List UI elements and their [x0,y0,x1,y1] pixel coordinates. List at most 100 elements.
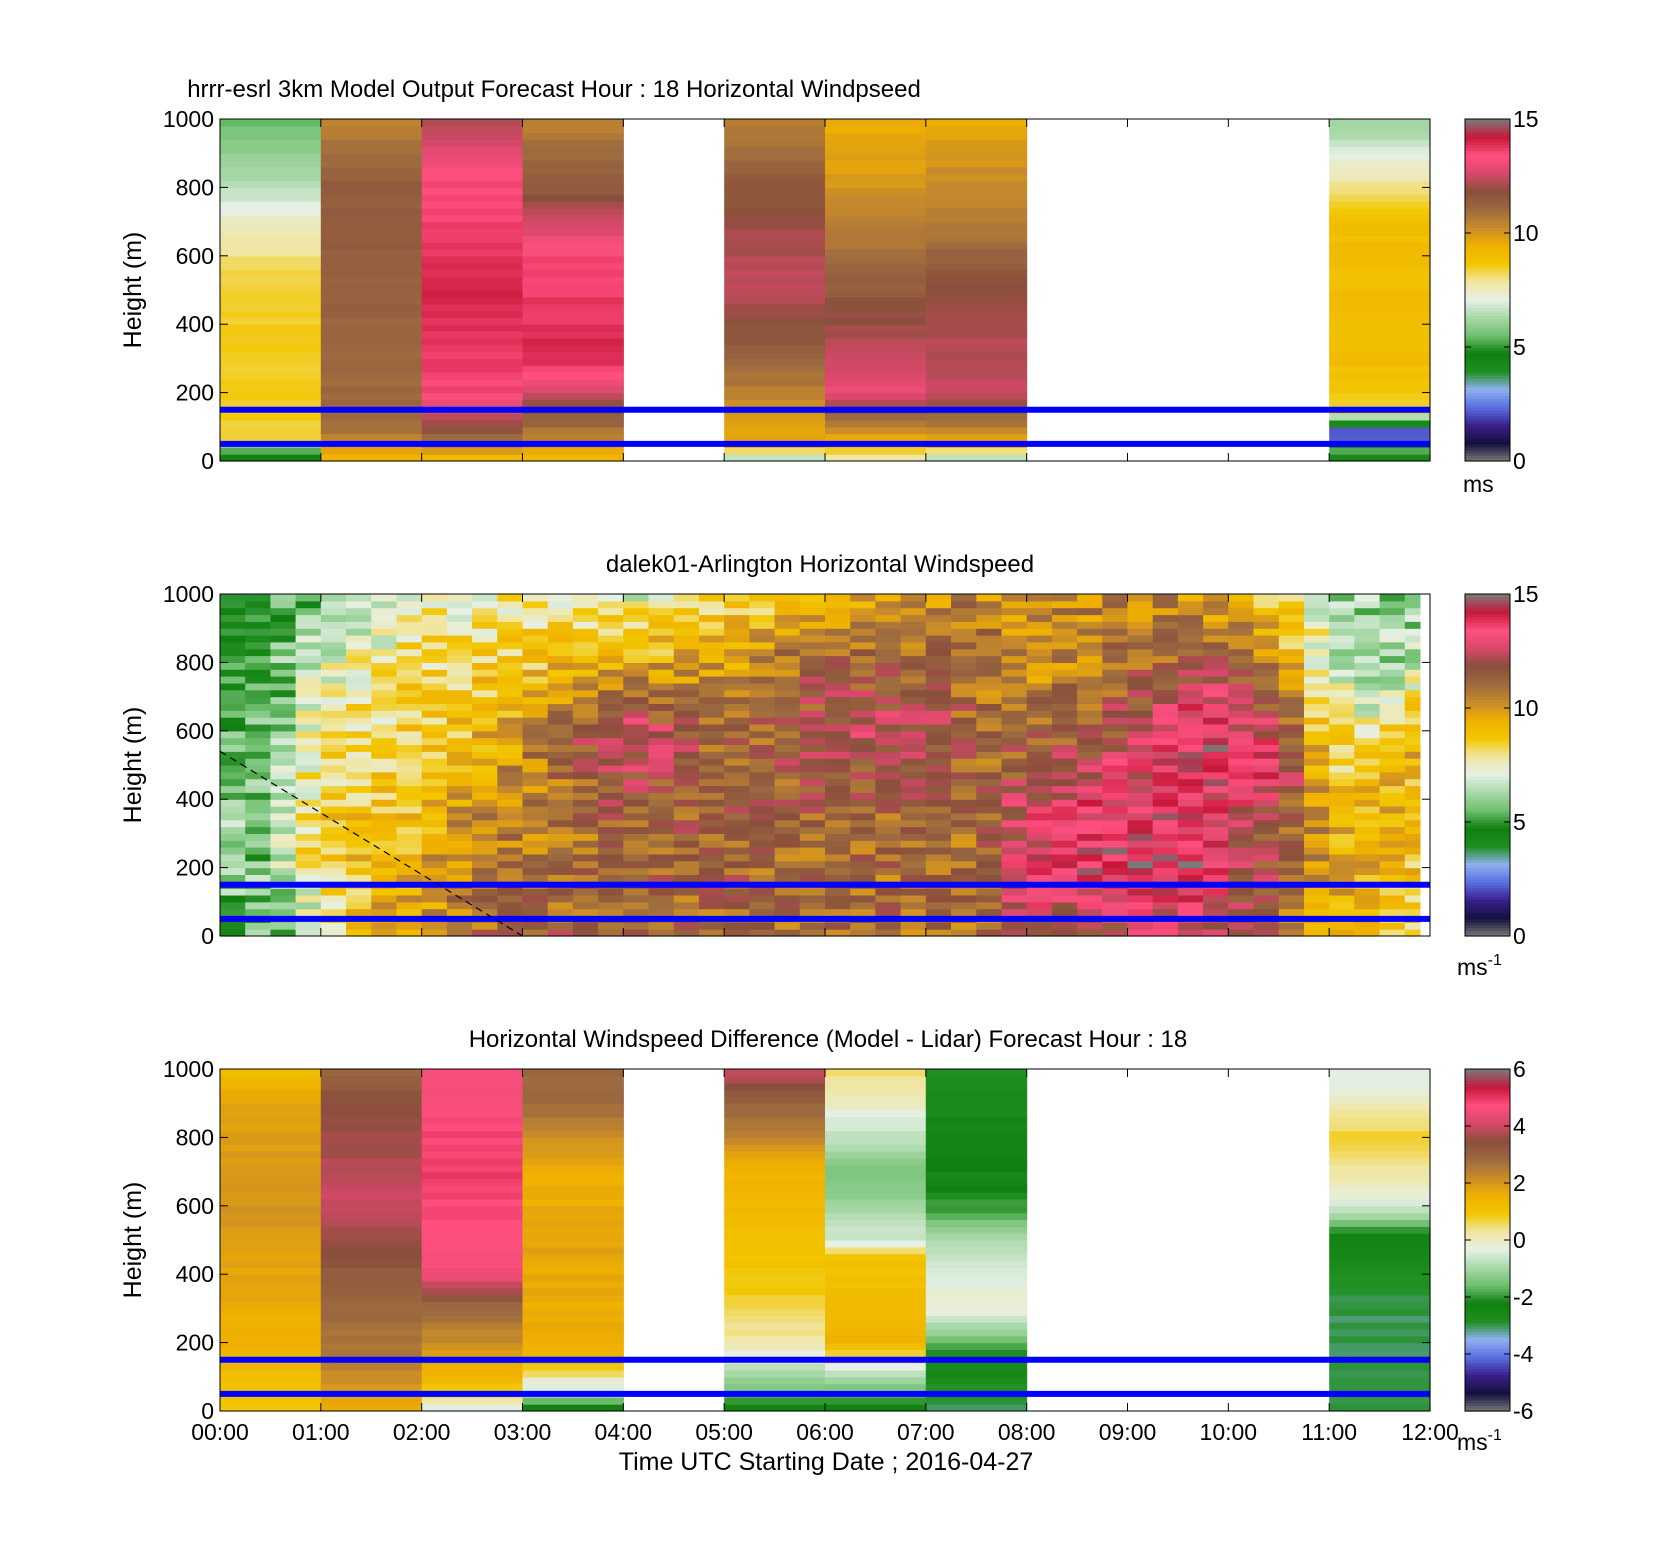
heatmap-cell [220,1260,322,1268]
heatmap-cell [825,228,927,236]
heatmap-cell [1379,812,1406,821]
heatmap-cell [497,682,524,691]
heatmap-cell [1228,874,1255,882]
heatmap-cell [1203,689,1229,698]
heatmap-cell [1051,635,1078,643]
heatmap-cell [1379,744,1406,752]
heatmap-cell [295,641,322,650]
heatmap-cell [850,669,876,677]
heatmap-cell [446,778,473,787]
heatmap-cell [220,413,322,421]
heatmap-cell [1329,1267,1431,1275]
heatmap-cell [396,929,423,937]
heatmap-cell [825,594,851,602]
heatmap-cell [1379,730,1406,739]
heatmap-cell [396,758,423,766]
heatmap-cell [346,929,372,937]
heatmap-cell [220,420,322,428]
heatmap-cell [1329,785,1355,793]
heatmap-cell [522,648,549,657]
heatmap-cell [1253,888,1280,896]
heatmap-cell [1051,765,1078,773]
heatmap-cell [1177,689,1204,698]
heatmap-cell [825,1240,927,1248]
heatmap-cell [522,614,549,622]
heatmap-cell [270,765,297,773]
heatmap-cell [497,724,524,732]
heatmap-cell [396,737,423,745]
heatmap-cell [1304,853,1330,862]
heatmap-cell [1404,778,1421,787]
heatmap-cell [875,751,902,759]
heatmap-cell [749,607,776,616]
heatmap-cell [1077,696,1103,704]
heatmap-cell [270,867,297,875]
heatmap-cell [270,806,297,814]
heatmap-cell [446,730,473,739]
heatmap-cell [850,717,876,725]
colorbar-segment [1465,1311,1510,1315]
heatmap-cell [774,812,801,821]
heatmap-cell [497,860,524,869]
heatmap-cell [421,785,448,793]
heatmap-cell [320,648,347,657]
colorbar-segment [1465,1094,1510,1099]
heatmap-cell [320,269,423,277]
heatmap-cell [220,1233,322,1241]
heatmap-cell [724,262,826,270]
heatmap-cell [547,744,574,752]
heatmap-cell [976,771,1003,780]
heatmap-cell [1152,717,1179,725]
heatmap-cell [346,594,372,602]
heatmap-cell [925,826,952,834]
heatmap-cell [799,621,826,629]
colorbar-segment [1465,859,1510,863]
heatmap-cell [472,710,498,718]
heatmap-cell [1177,621,1204,629]
colorbar-segment [1465,1100,1510,1104]
heatmap-cell [1051,867,1078,875]
heatmap-cell [825,1199,927,1207]
heatmap-cell [421,922,448,930]
heatmap-cell [724,1342,826,1350]
heatmap-cell [1001,730,1028,739]
heatmap-cell [1379,607,1406,616]
heatmap-cell [220,385,322,394]
heatmap-cell [925,119,1028,127]
heatmap-cell [724,1075,826,1084]
heatmap-cell [951,676,977,684]
colorbar-segment [1465,864,1510,869]
heatmap-cell [522,132,624,141]
heatmap-cell [371,785,398,793]
colorbar-segment [1465,1131,1510,1136]
colorbar-segment [1465,779,1510,783]
heatmap-cell [320,1123,423,1132]
heatmap-cell [320,1274,423,1282]
heatmap-cell [774,737,801,745]
model-panel-title: hrrr-esrl 3km Model Output Forecast Hour… [187,76,921,103]
heatmap-cell [1329,1151,1431,1159]
heatmap-cell [1026,785,1053,793]
heatmap-cell [220,249,322,257]
heatmap-cell [925,242,1028,250]
heatmap-cell [295,840,322,848]
heatmap-cell [900,840,927,848]
colorbar-segment [1465,696,1510,701]
heatmap-cell [774,710,801,718]
heatmap-cell [1304,744,1330,752]
colorbar-segment [1465,358,1510,362]
heatmap-cell [547,778,574,787]
heatmap-cell [497,840,524,848]
heatmap-cell [245,628,271,636]
heatmap-cell [1177,614,1204,622]
heatmap-cell [976,751,1003,759]
heatmap-cell [724,655,750,663]
heatmap-cell [925,1315,1028,1323]
heatmap-cell [522,1246,624,1255]
heatmap-cell [320,1137,423,1145]
heatmap-cell [421,1328,524,1337]
heatmap-cell [1404,703,1421,711]
y-tick-label: 400 [176,1261,214,1287]
heatmap-cell [396,717,423,725]
heatmap-cell [1203,655,1229,663]
